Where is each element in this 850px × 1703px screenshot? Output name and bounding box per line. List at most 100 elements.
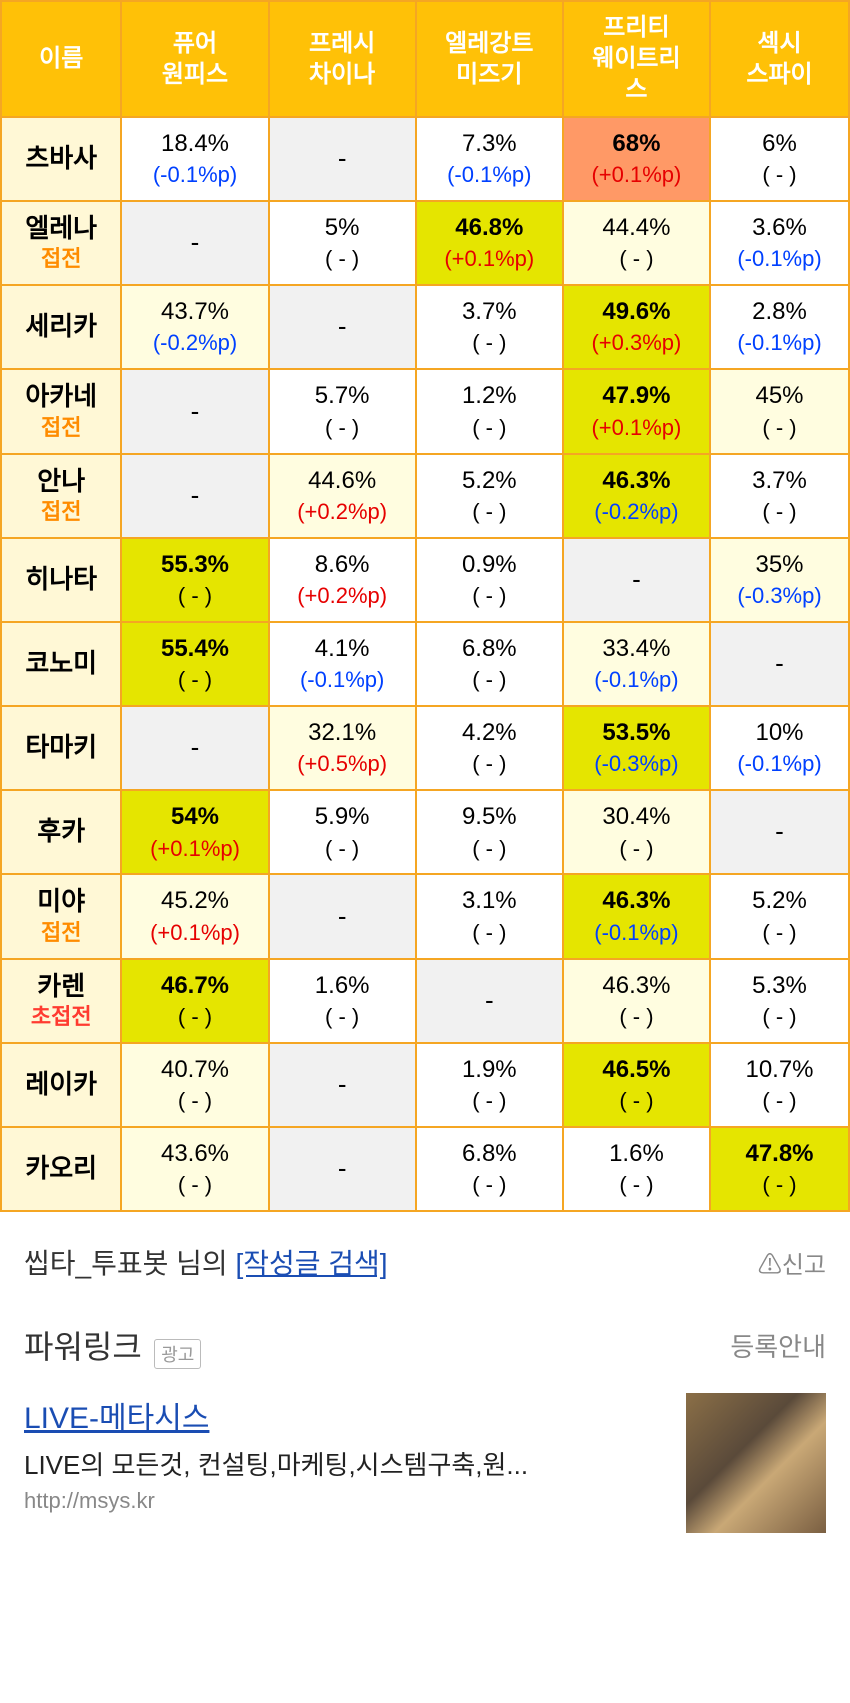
delta-value: ( - )	[421, 665, 558, 695]
data-cell: 46.7%( - )	[121, 959, 268, 1043]
table-row: 타마키-32.1%(+0.5%p)4.2%( - )53.5%(-0.3%p)1…	[1, 706, 849, 790]
percentage-value: 5.3%	[715, 970, 844, 1002]
row-name-cell: 후카	[1, 790, 121, 874]
row-name-cell: 엘레나접전	[1, 201, 121, 285]
character-name: 세리카	[25, 311, 97, 341]
row-name-cell: 카렌초접전	[1, 959, 121, 1043]
percentage-value: 4.2%	[421, 717, 558, 749]
delta-value: ( - )	[568, 1086, 705, 1116]
percentage-value: 55.3%	[126, 549, 263, 581]
empty-dash: -	[191, 480, 200, 510]
percentage-value: 5.7%	[274, 380, 411, 412]
delta-value: (+0.1%p)	[568, 160, 705, 190]
register-link[interactable]: 등록안내	[730, 1327, 826, 1364]
delta-value: ( - )	[715, 160, 844, 190]
delta-value: ( - )	[715, 918, 844, 948]
percentage-value: 5.2%	[715, 885, 844, 917]
empty-dash: -	[338, 311, 347, 341]
data-cell: 68%(+0.1%p)	[563, 117, 710, 201]
empty-dash: -	[338, 1153, 347, 1183]
data-cell: 10%(-0.1%p)	[710, 706, 849, 790]
data-cell: 44.6%(+0.2%p)	[269, 454, 416, 538]
data-cell: -	[710, 622, 849, 706]
powerlink-title: 파워링크	[24, 1329, 142, 1365]
data-cell: 5.2%( - )	[416, 454, 563, 538]
percentage-value: 45.2%	[126, 885, 263, 917]
data-cell: 0.9%( - )	[416, 538, 563, 622]
delta-value: (+0.5%p)	[274, 749, 411, 779]
percentage-value: 46.3%	[568, 885, 705, 917]
column-header: 퓨어원피스	[121, 1, 268, 117]
character-name: 미야	[37, 886, 85, 916]
ad-title-link[interactable]: LIVE-메타시스	[24, 1393, 670, 1437]
delta-value: (-0.1%p)	[568, 665, 705, 695]
delta-value: (+0.3%p)	[568, 328, 705, 358]
data-cell: 8.6%(+0.2%p)	[269, 538, 416, 622]
row-name-cell: 레이카	[1, 1043, 121, 1127]
data-cell: 1.9%( - )	[416, 1043, 563, 1127]
delta-value: ( - )	[421, 413, 558, 443]
delta-value: ( - )	[126, 1170, 263, 1200]
percentage-value: 6.8%	[421, 633, 558, 665]
character-name: 히나타	[25, 564, 97, 594]
data-cell: -	[121, 201, 268, 285]
table-row: 아카네접전-5.7%( - )1.2%( - )47.9%(+0.1%p)45%…	[1, 369, 849, 453]
percentage-value: 10%	[715, 717, 844, 749]
percentage-value: 35%	[715, 549, 844, 581]
delta-value: (-0.2%p)	[126, 328, 263, 358]
delta-value: (-0.1%p)	[715, 749, 844, 779]
delta-value: (+0.1%p)	[421, 244, 558, 274]
data-cell: 2.8%(-0.1%p)	[710, 285, 849, 369]
percentage-value: 53.5%	[568, 717, 705, 749]
data-cell: 32.1%(+0.5%p)	[269, 706, 416, 790]
percentage-value: 5.9%	[274, 801, 411, 833]
empty-dash: -	[775, 648, 784, 678]
percentage-value: 8.6%	[274, 549, 411, 581]
row-name-cell: 세리카	[1, 285, 121, 369]
delta-value: (-0.3%p)	[568, 749, 705, 779]
delta-value: (-0.1%p)	[126, 160, 263, 190]
data-cell: 55.4%( - )	[121, 622, 268, 706]
data-cell: 30.4%( - )	[563, 790, 710, 874]
data-cell: -	[269, 874, 416, 958]
percentage-value: 44.6%	[274, 465, 411, 497]
empty-dash: -	[338, 1069, 347, 1099]
data-cell: 55.3%( - )	[121, 538, 268, 622]
delta-value: (-0.1%p)	[421, 160, 558, 190]
percentage-value: 45%	[715, 380, 844, 412]
percentage-value: 6%	[715, 128, 844, 160]
data-cell: 46.3%( - )	[563, 959, 710, 1043]
character-name: 타마키	[25, 732, 97, 762]
report-link[interactable]: ⚠신고	[758, 1245, 826, 1280]
percentage-value: 3.1%	[421, 885, 558, 917]
percentage-value: 5%	[274, 212, 411, 244]
percentage-value: 7.3%	[421, 128, 558, 160]
character-name: 후카	[37, 816, 85, 846]
search-posts-link[interactable]: [작성글 검색]	[235, 1248, 387, 1279]
ad-thumbnail	[686, 1393, 826, 1533]
siren-icon: ⚠	[758, 1252, 782, 1279]
percentage-value: 3.7%	[715, 465, 844, 497]
empty-dash: -	[338, 143, 347, 173]
battle-status: 초접전	[6, 1003, 116, 1032]
data-cell: -	[121, 706, 268, 790]
percentage-value: 6.8%	[421, 1138, 558, 1170]
data-cell: 1.2%( - )	[416, 369, 563, 453]
character-name: 아카네	[25, 381, 97, 411]
powerlink-header: 파워링크 광고 등록안내	[24, 1322, 826, 1369]
ad-url: http://msys.kr	[24, 1488, 670, 1514]
percentage-value: 1.6%	[568, 1138, 705, 1170]
ad-item[interactable]: LIVE-메타시스 LIVE의 모든것, 컨설팅,마케팅,시스템구축,원... …	[24, 1393, 826, 1533]
table-row: 히나타55.3%( - )8.6%(+0.2%p)0.9%( - )-35%(-…	[1, 538, 849, 622]
data-cell: 45.2%(+0.1%p)	[121, 874, 268, 958]
data-cell: 46.3%(-0.2%p)	[563, 454, 710, 538]
row-name-cell: 미야접전	[1, 874, 121, 958]
delta-value: (+0.1%p)	[568, 413, 705, 443]
battle-status: 접전	[6, 245, 116, 274]
data-cell: 4.2%( - )	[416, 706, 563, 790]
row-name-cell: 타마키	[1, 706, 121, 790]
author-name: 씹타_투표봇 님의	[24, 1248, 235, 1279]
data-cell: 6%( - )	[710, 117, 849, 201]
delta-value: ( - )	[715, 1170, 844, 1200]
data-cell: 5.9%( - )	[269, 790, 416, 874]
